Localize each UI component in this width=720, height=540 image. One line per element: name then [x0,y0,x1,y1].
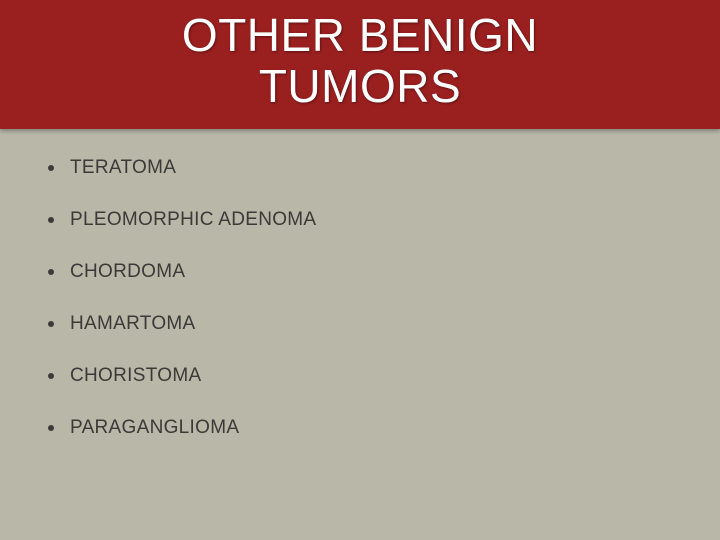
bullet-list: TERATOMA PLEOMORPHIC ADENOMA CHORDOMA HA… [48,157,672,439]
bullet-icon [48,373,54,379]
slide-title: OTHER BENIGN TUMORS [0,10,720,111]
list-item-text: HAMARTOMA [70,313,196,335]
list-item-text: CHORDOMA [70,261,185,283]
bullet-icon [48,425,54,431]
list-item: HAMARTOMA [48,313,672,335]
title-bar: OTHER BENIGN TUMORS [0,0,720,129]
bullet-icon [48,269,54,275]
list-item-text: CHORISTOMA [70,365,201,387]
list-item: CHORISTOMA [48,365,672,387]
bullet-icon [48,217,54,223]
list-item-text: TERATOMA [70,157,176,179]
content-area: TERATOMA PLEOMORPHIC ADENOMA CHORDOMA HA… [0,129,720,497]
bullet-icon [48,165,54,171]
list-item: CHORDOMA [48,261,672,283]
title-line-1: OTHER BENIGN [182,9,538,61]
list-item: PARAGANGLIOMA [48,417,672,439]
bullet-icon [48,321,54,327]
list-item: PLEOMORPHIC ADENOMA [48,209,672,231]
list-item-text: PARAGANGLIOMA [70,417,239,439]
title-line-2: TUMORS [259,60,461,112]
list-item: TERATOMA [48,157,672,179]
list-item-text: PLEOMORPHIC ADENOMA [70,209,316,231]
